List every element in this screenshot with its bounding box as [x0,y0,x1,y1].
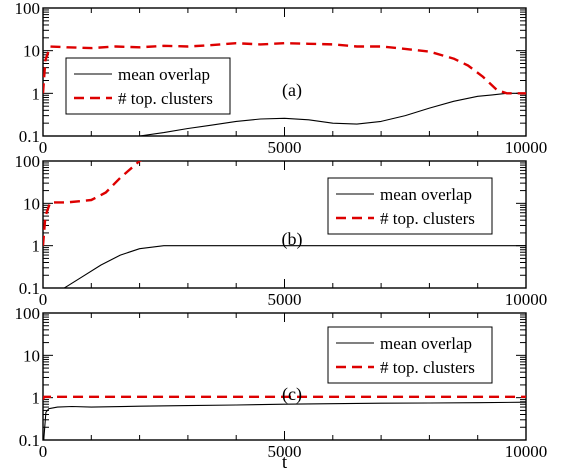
legend-label: # top. clusters [380,209,475,228]
panel-a: 0.1 1 10 100 0 5000 10000 (a) mean overlap # top.… [15,0,548,157]
x-tick-label: 0 [39,442,48,461]
y-tick-label: 10 [23,42,40,61]
x-tick-label: 10000 [505,290,548,309]
y-tick-label: 1 [32,84,41,103]
y-tick-label: 1 [32,389,41,408]
y-tick-label: 10 [23,194,40,213]
series-mean-overlap-line [43,401,526,440]
x-tick-label: 10000 [505,442,548,461]
x-tick-label: 10000 [505,138,548,157]
x-axis-title: t [282,452,288,472]
series-top-clusters-line [43,42,526,95]
x-tick-label: 0 [39,290,48,309]
panel-label: (b) [282,229,303,250]
legend-box [65,57,231,115]
panel-label: (c) [282,384,302,405]
series-mean-overlap-line [63,245,526,288]
y-tick-label: 0.1 [19,279,40,298]
legend-label: mean overlap [380,185,472,204]
y-tick-label: 10 [23,346,40,365]
panel-c: 0.1 1 10 100 0 5000 10000 (c) mean overlap # top.… [15,304,548,472]
y-tick-label: 0.1 [19,127,40,146]
legend-box [327,177,493,235]
legend-label: # top. clusters [380,358,475,377]
panel-b: 0.1 1 10 100 0 5000 10000 (b) mean overlap # top.… [15,152,548,309]
y-tick-label: 100 [15,304,41,323]
panel-label: (a) [282,80,302,101]
legend-label: mean overlap [118,65,210,84]
legend-label: # top. clusters [118,89,213,108]
legend-label: mean overlap [380,334,472,353]
legend-box [327,326,493,384]
legend: mean overlap # top. clusters [327,177,493,235]
x-tick-label: 5000 [268,138,302,157]
x-tick-label: 5000 [268,290,302,309]
y-tick-label: 100 [15,0,41,18]
y-tick-label: 100 [15,152,41,171]
x-tick-label: 0 [39,138,48,157]
legend: mean overlap # top. clusters [327,326,493,384]
legend: mean overlap # top. clusters [65,57,231,115]
x-tick-label: 5000 [268,442,302,461]
series-top-clusters-line [43,395,526,401]
series-mean-overlap-line [136,92,526,136]
y-tick-label: 1 [32,237,41,256]
y-tick-label: 0.1 [19,431,40,450]
